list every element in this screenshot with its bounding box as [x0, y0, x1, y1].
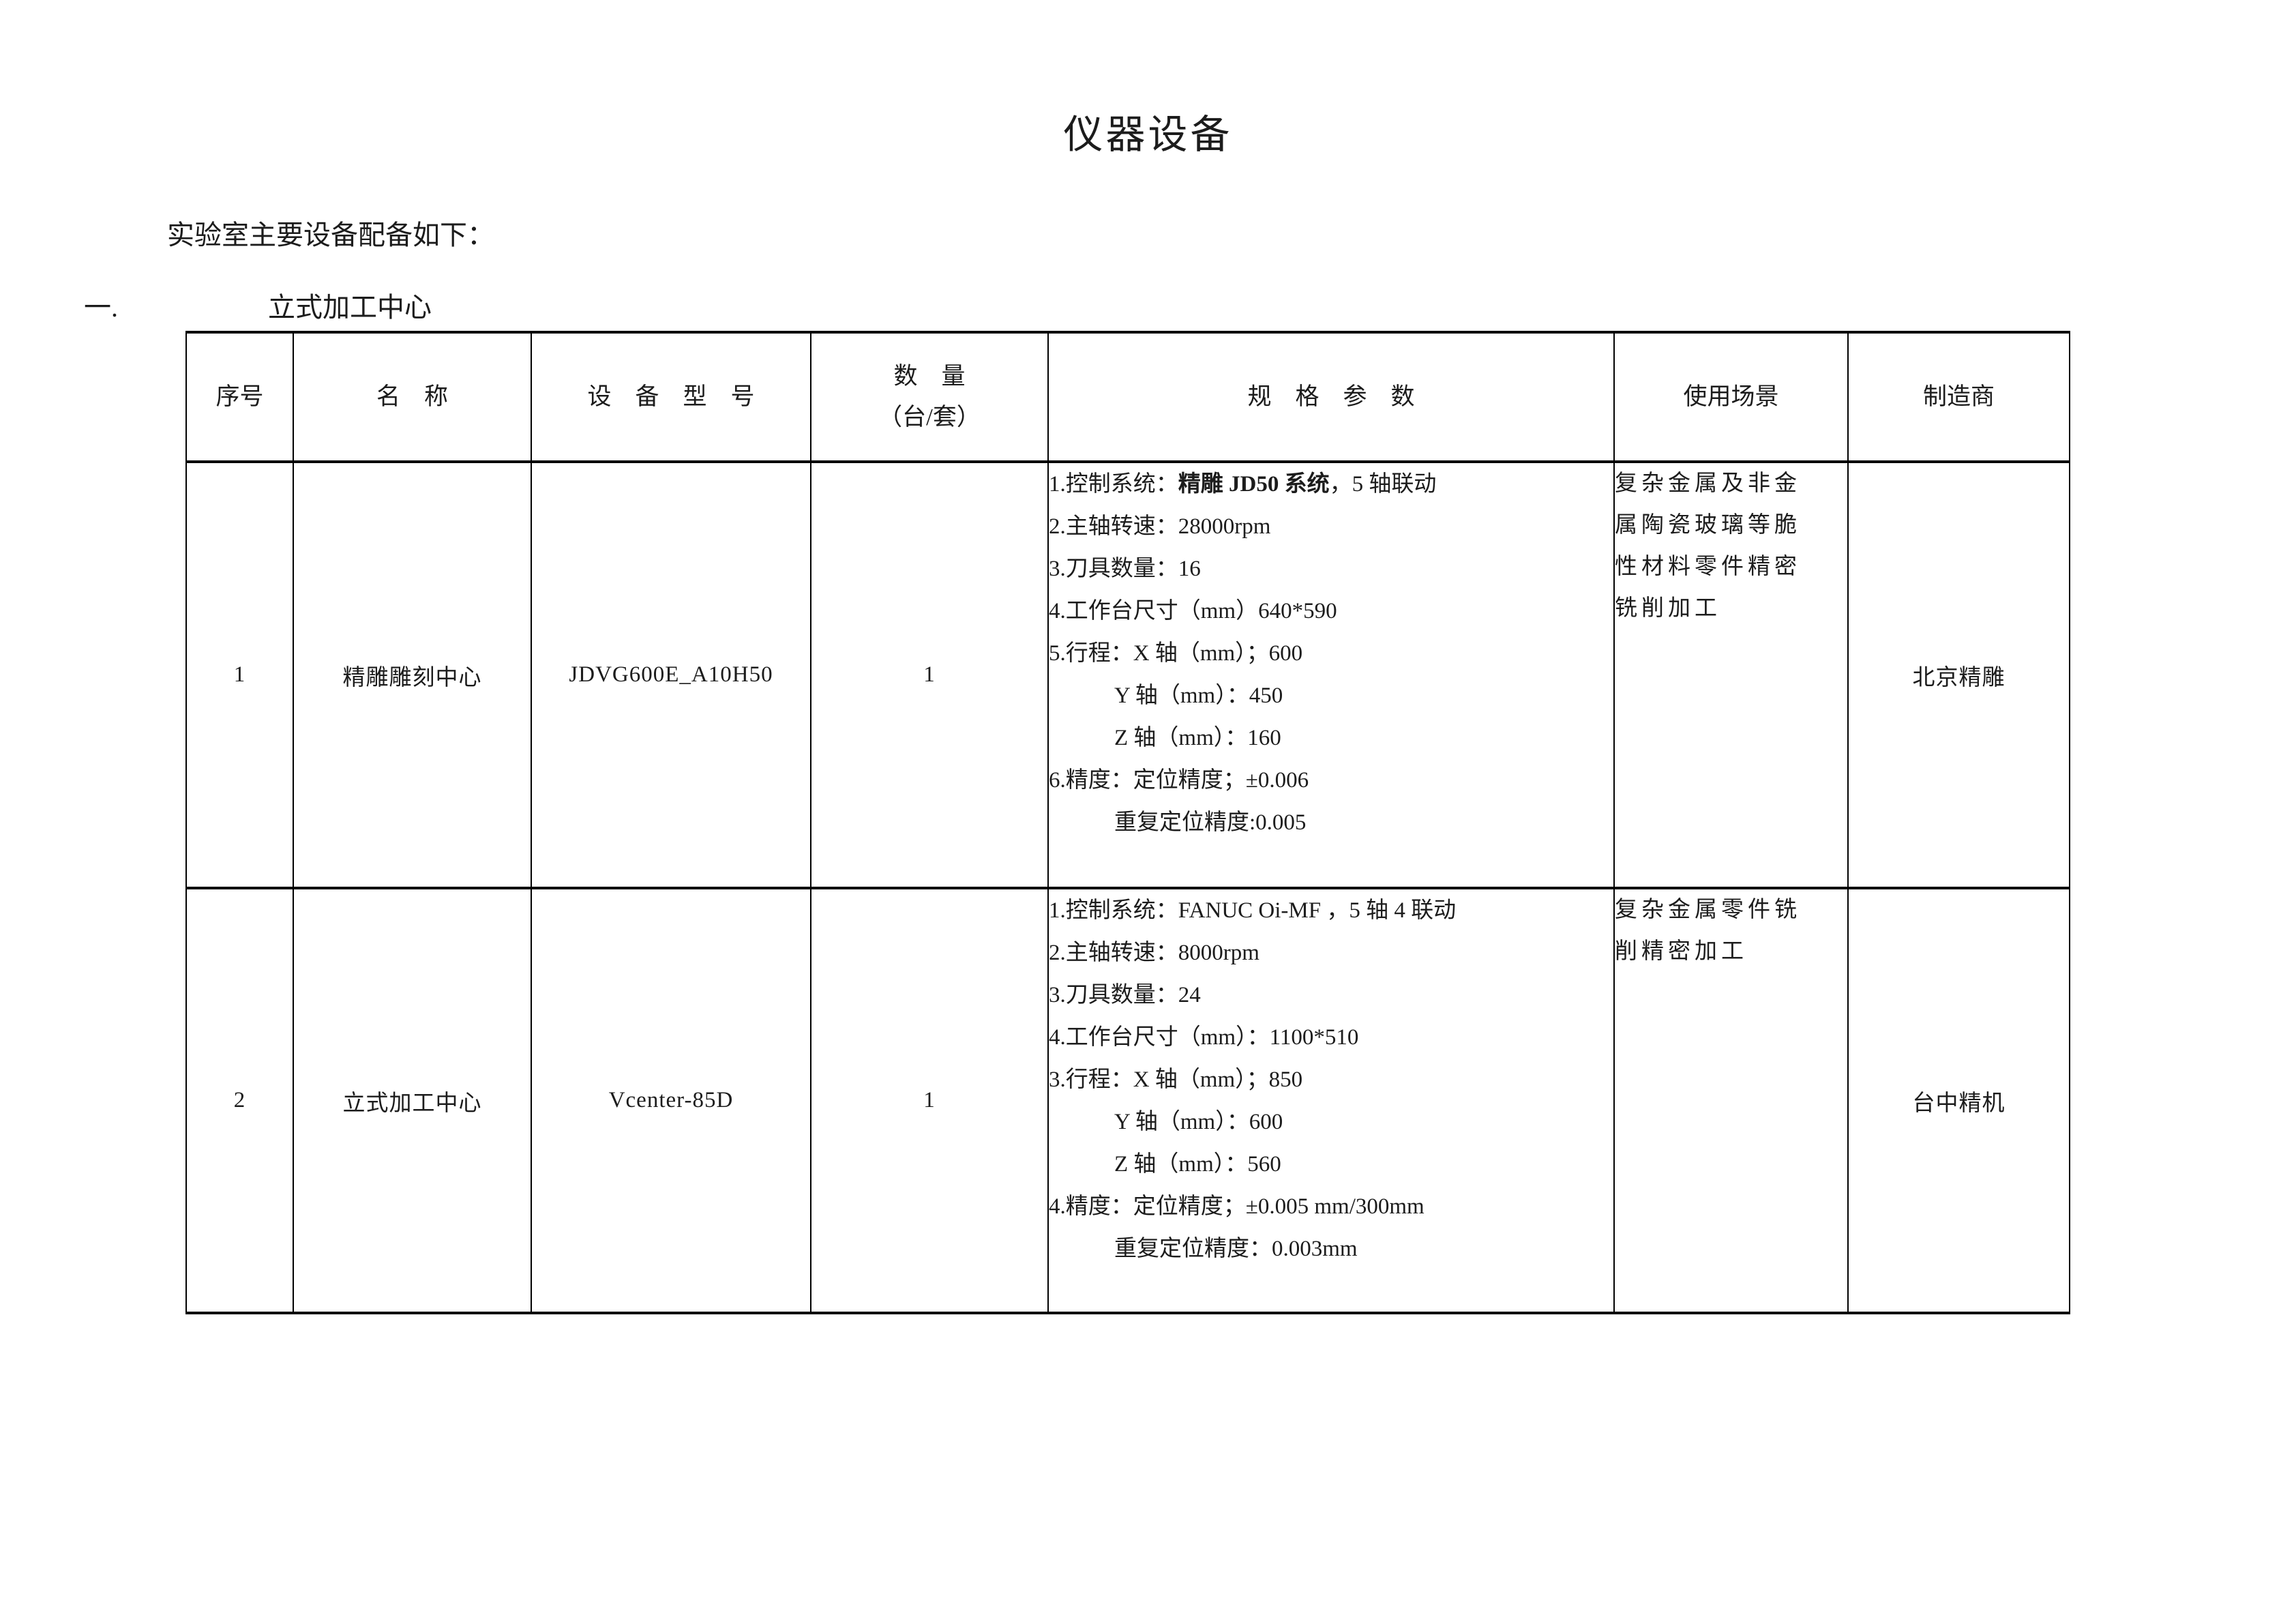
spec-line-repeat-accuracy: 重复定位精度：0.003mm	[1114, 1237, 1358, 1261]
spec-line-spindle-speed: 2.主轴转速：28000rpm	[1049, 514, 1271, 539]
spec-line-accuracy: 6.精度：定位精度；±0.006	[1049, 768, 1309, 793]
cell-specifications: 1.控制系统：FANUC Oi-MF ，5 轴 4 联动 2.主轴转速：8000…	[1047, 887, 1615, 1314]
header-usage-scenario: 使用场景	[1613, 331, 1849, 463]
equipment-table: 序号 名 称 设 备 型 号 数 量 （台/套） 规 格 参 数 使用场景 制造…	[185, 331, 2070, 1314]
cell-specifications: 1.控制系统：精雕 JD50 系统，5 轴联动 2.主轴转速：28000rpm …	[1047, 460, 1615, 889]
document-title: 仪器设备	[1063, 113, 1233, 157]
spec-text-bold: 精雕 JD50 系统	[1178, 472, 1330, 497]
table-header-row: 序号 名 称 设 备 型 号 数 量 （台/套） 规 格 参 数 使用场景 制造…	[185, 331, 2070, 463]
cell-serial-number: 2	[185, 887, 294, 1314]
header-quantity-line2: （台/套）	[878, 404, 981, 430]
cell-manufacturer: 台中精机	[1847, 887, 2070, 1314]
header-serial-number: 序号	[185, 331, 294, 463]
header-manufacturer: 制造商	[1847, 331, 2070, 463]
spec-line-control-system: 1.控制系统：精雕 JD50 系统，5 轴联动	[1049, 464, 1613, 505]
spec-line-travel-y: Y 轴（mm）：600	[1114, 1110, 1283, 1134]
spec-line-table-size: 4.工作台尺寸（mm）：1100*510	[1049, 1025, 1359, 1050]
cell-equipment-name: 精雕雕刻中心	[293, 460, 532, 889]
spec-line-travel-x: 5.行程：X 轴（mm）；600	[1049, 641, 1303, 666]
intro-text: 实验室主要设备配备如下：	[167, 220, 494, 250]
spec-line-tool-count: 3.刀具数量：24	[1049, 983, 1201, 1007]
cell-quantity: 1	[810, 887, 1049, 1314]
spec-line-control-system: 1.控制系统：FANUC Oi-MF ，5 轴 4 联动	[1049, 898, 1457, 923]
section-number: 一.	[84, 292, 118, 323]
spec-line-travel-z: Z 轴（mm）：160	[1114, 726, 1281, 750]
spec-line-accuracy: 4.精度：定位精度；±0.005 mm/300mm	[1049, 1194, 1425, 1219]
spec-text: 1.控制系统：	[1049, 472, 1178, 497]
spec-line-travel-z: Z 轴（mm）：560	[1114, 1152, 1281, 1177]
table-row-1: 1 精雕雕刻中心 JDVG600E_A10H50 1 1.控制系统：精雕 JD5…	[185, 460, 2070, 889]
cell-model: Vcenter-85D	[531, 887, 811, 1314]
spec-line-repeat-accuracy: 重复定位精度:0.005	[1114, 810, 1307, 835]
cell-model: JDVG600E_A10H50	[531, 460, 811, 889]
cell-manufacturer: 北京精雕	[1847, 460, 2070, 889]
cell-quantity: 1	[810, 460, 1049, 889]
section-heading: 一. 立式加工中心	[84, 285, 432, 325]
cell-equipment-name: 立式加工中心	[293, 887, 532, 1314]
header-quantity-line1: 数 量	[893, 363, 966, 389]
header-equipment-name: 名 称	[293, 331, 532, 463]
spec-line-travel-x: 3.行程：X 轴（mm）；850	[1049, 1067, 1303, 1092]
header-quantity: 数 量 （台/套）	[810, 331, 1049, 463]
cell-usage-scenario: 复杂金属零件铣 削精密加工	[1613, 887, 1849, 1314]
spec-line-travel-y: Y 轴（mm）：450	[1114, 683, 1283, 708]
table-row-2: 2 立式加工中心 Vcenter-85D 1 1.控制系统：FANUC Oi-M…	[185, 887, 2070, 1314]
spec-line-table-size: 4.工作台尺寸（mm）640*590	[1049, 599, 1337, 623]
header-specifications: 规 格 参 数	[1047, 331, 1615, 463]
spec-line-tool-count: 3.刀具数量：16	[1049, 557, 1201, 581]
header-model: 设 备 型 号	[531, 331, 811, 463]
cell-usage-scenario: 复杂金属及非金 属陶瓷玻璃等脆 性材料零件精密 铣削加工	[1613, 460, 1849, 889]
section-title: 立式加工中心	[268, 292, 432, 323]
cell-serial-number: 1	[185, 460, 294, 889]
spec-text: ，5 轴联动	[1329, 472, 1437, 497]
spec-line-spindle-speed: 2.主轴转速：8000rpm	[1049, 941, 1259, 965]
